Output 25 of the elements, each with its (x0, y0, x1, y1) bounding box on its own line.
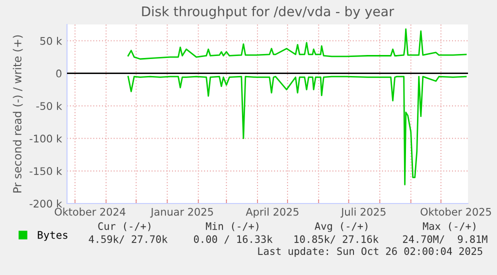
y-axis-title: Pr second read (-) / write (+) (12, 35, 23, 193)
x-tick-label: Oktober 2025 (420, 208, 491, 216)
chart-title: Disk throughput for /dev/vda - by year (142, 6, 394, 19)
text: Last update: Sun Oct 26 02:00:04 2025 (258, 247, 482, 257)
x-tick-label: Januar 2025 (150, 208, 213, 218)
x-tick-label: Juli 2025 (340, 208, 386, 218)
y-tick-label: -200 k (30, 200, 62, 208)
y-tick-label: -150 k (30, 166, 62, 176)
text: 24.70M/ 9.81M (403, 235, 488, 244)
text: Min (-/+) (206, 222, 258, 232)
y-tick-label: -100 k (30, 134, 62, 143)
text: 0.00 / 16.33k (194, 235, 273, 244)
text: Cur (-/+) (98, 222, 150, 232)
text: 10.85k/ 27.16k (294, 235, 379, 244)
x-tick-label: April 2025 (246, 208, 298, 218)
line-series (127, 76, 467, 186)
text: Max (-/+) (422, 222, 476, 232)
y-tick-label: -50 k (36, 102, 62, 110)
y-tick-label: 50 k (40, 36, 62, 45)
text: Avg (-/+) (314, 222, 368, 232)
y-tick-label: 0 (56, 70, 62, 78)
legend-label: Bytes (38, 231, 68, 241)
text: 4.59k/ 27.70k (88, 235, 168, 244)
x-tick-label: Oktober 2024 (54, 208, 126, 216)
line-series (127, 28, 467, 60)
